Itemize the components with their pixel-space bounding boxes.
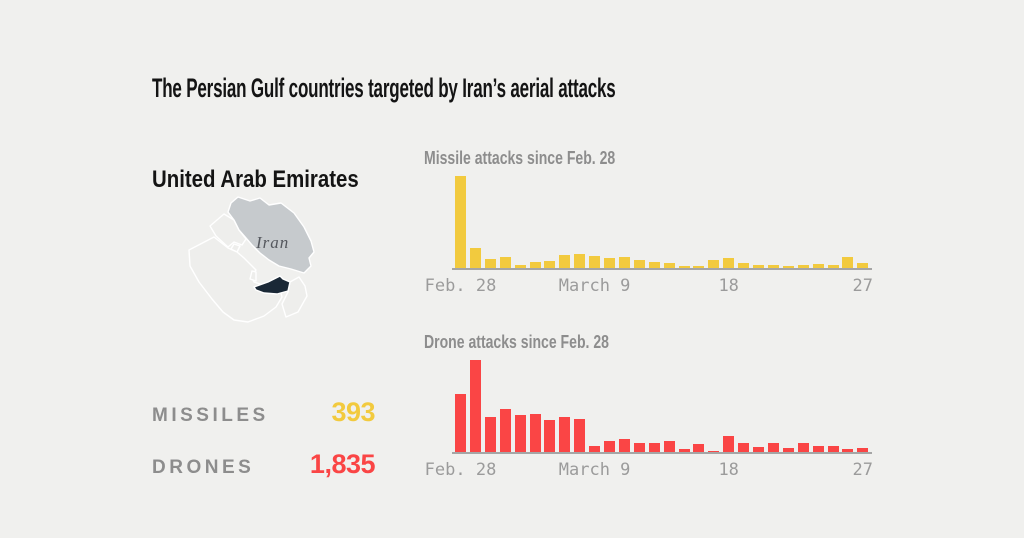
missile-attacks-bar bbox=[678, 266, 690, 268]
drone-attacks-bar bbox=[544, 420, 556, 452]
drone-attacks-chart: Drone attacks since Feb. 28 Feb. 28 March… bbox=[424, 332, 894, 482]
drone-attacks-bar bbox=[678, 449, 690, 452]
x-axis-label: Feb. 28 bbox=[424, 460, 497, 480]
drone-attacks-bar bbox=[529, 414, 541, 452]
missile-attacks-bar bbox=[559, 255, 571, 268]
stat-row-missiles: MISSILES 393 bbox=[152, 397, 375, 428]
map-country-uae-highlight bbox=[253, 275, 291, 295]
missile-attacks-bar bbox=[484, 259, 496, 268]
missile-attacks-bar bbox=[827, 265, 839, 268]
drone-attacks-bar bbox=[469, 360, 481, 452]
missile-attacks-bar bbox=[812, 264, 824, 268]
missile-attacks-bar bbox=[455, 176, 466, 268]
drone-attacks-bar bbox=[842, 449, 854, 452]
drone-attacks-bar bbox=[753, 447, 764, 452]
drone-attacks-bar bbox=[812, 446, 824, 452]
missile-chart-title: Missile attacks since Feb. 28 bbox=[424, 148, 616, 168]
missile-attacks-bar bbox=[767, 265, 779, 268]
missile-attacks-bar bbox=[753, 265, 764, 268]
drone-attacks-bar bbox=[618, 439, 630, 452]
missile-attacks-bar bbox=[708, 260, 720, 268]
map-country-qatar bbox=[249, 270, 257, 282]
drone-chart-plot bbox=[452, 359, 872, 454]
missile-attacks-bar bbox=[469, 248, 481, 268]
drone-attacks-bar bbox=[693, 444, 705, 452]
x-axis-label: 18 bbox=[718, 276, 739, 296]
drone-attacks-bar bbox=[738, 443, 750, 452]
missile-attacks-bar bbox=[514, 265, 526, 268]
x-axis-label: March 9 bbox=[558, 460, 631, 480]
missile-attacks-bar bbox=[693, 266, 705, 268]
stat-row-drones: DRONES 1,835 bbox=[152, 449, 376, 480]
missile-attacks-bar bbox=[618, 257, 630, 268]
x-axis-label: 27 bbox=[852, 460, 874, 480]
x-axis-label: Feb. 28 bbox=[424, 276, 497, 296]
missiles-stat-value: 393 bbox=[331, 397, 375, 427]
missile-attacks-bar bbox=[782, 266, 794, 268]
drone-attacks-bar bbox=[857, 448, 869, 452]
missile-attacks-bar bbox=[574, 254, 586, 268]
drone-attacks-bar bbox=[723, 436, 735, 452]
drone-attacks-bar bbox=[663, 441, 675, 452]
drone-attacks-bar bbox=[499, 409, 511, 452]
map-country-iran bbox=[227, 196, 315, 274]
missile-attacks-bar bbox=[738, 263, 750, 268]
drone-attacks-bar bbox=[589, 446, 601, 452]
missile-attacks-bar bbox=[797, 265, 809, 268]
drone-attacks-bar bbox=[604, 441, 615, 452]
drone-attacks-bar bbox=[797, 443, 809, 452]
drone-chart-title: Drone attacks since Feb. 28 bbox=[424, 332, 609, 352]
missile-attacks-bar bbox=[663, 263, 675, 268]
missile-attacks-bar bbox=[589, 256, 601, 268]
missile-attacks-bar bbox=[633, 260, 645, 268]
missile-attacks-bar bbox=[529, 262, 541, 268]
drone-chart-x-axis: Feb. 28 March 9 18 27 bbox=[425, 460, 894, 482]
drones-stat-label: DRONES bbox=[152, 457, 255, 478]
missile-attacks-bar bbox=[604, 258, 615, 268]
page-title: The Persian Gulf countries targeted by I… bbox=[152, 73, 616, 104]
drone-attacks-bar bbox=[514, 415, 526, 452]
missile-attacks-bar bbox=[842, 257, 854, 268]
drone-attacks-bar bbox=[559, 417, 571, 452]
missile-attacks-chart: Missile attacks since Feb. 28 Feb. 28 Mar… bbox=[424, 148, 894, 298]
drone-attacks-bar bbox=[484, 417, 496, 452]
missile-attacks-bar bbox=[723, 258, 735, 268]
missile-chart-plot bbox=[452, 175, 872, 270]
drone-attacks-bar bbox=[708, 451, 720, 452]
drone-attacks-bar bbox=[767, 443, 779, 452]
drone-attacks-bar bbox=[455, 394, 466, 452]
drone-attacks-bar bbox=[633, 443, 645, 452]
missiles-stat-label: MISSILES bbox=[152, 405, 269, 426]
country-name: United Arab Emirates bbox=[152, 165, 359, 193]
x-axis-label: 18 bbox=[718, 460, 739, 480]
x-axis-label: March 9 bbox=[558, 276, 631, 296]
missile-attacks-bar bbox=[857, 263, 869, 268]
drone-attacks-bar bbox=[574, 419, 586, 452]
missile-chart-x-axis: Feb. 28 March 9 18 27 bbox=[425, 276, 894, 298]
drones-stat-value: 1,835 bbox=[309, 449, 376, 479]
drone-attacks-bar bbox=[648, 443, 660, 452]
missile-attacks-bar bbox=[499, 257, 511, 268]
persian-gulf-region-map: Iran bbox=[188, 196, 315, 323]
map-country-oman bbox=[281, 276, 308, 318]
drone-attacks-bar bbox=[827, 446, 839, 452]
map-label-iran: Iran bbox=[255, 233, 289, 252]
missile-attacks-bar bbox=[544, 261, 556, 268]
drone-attacks-bar bbox=[782, 448, 794, 452]
x-axis-label: 27 bbox=[852, 276, 874, 296]
missile-attacks-bar bbox=[648, 262, 660, 268]
